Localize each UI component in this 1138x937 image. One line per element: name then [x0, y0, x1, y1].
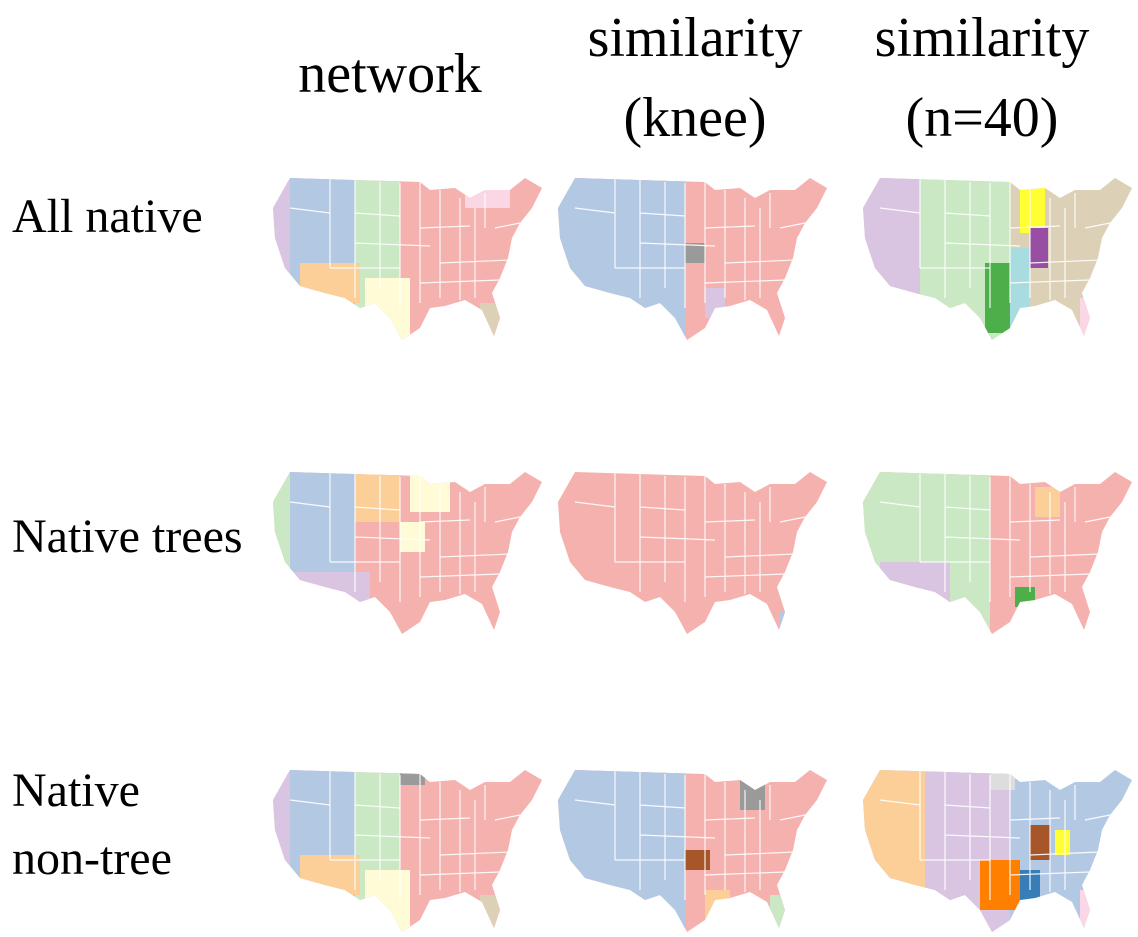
column-header: similarity: [588, 7, 803, 69]
map: [273, 472, 542, 634]
map: [273, 178, 542, 340]
column-header: network: [298, 43, 482, 105]
column-header: (n=40): [906, 87, 1059, 149]
map: [558, 770, 827, 932]
row-label: Native: [12, 764, 140, 817]
map: [863, 178, 1132, 340]
map: [863, 472, 1132, 634]
column-header: (knee): [623, 87, 766, 149]
row-label: non-tree: [12, 832, 172, 885]
row-label: All native: [12, 190, 203, 243]
column-header: similarity: [875, 7, 1090, 69]
row-label: Native trees: [12, 510, 243, 563]
map: [558, 178, 827, 340]
map: [558, 472, 827, 634]
map: [863, 770, 1132, 932]
map: [273, 770, 542, 932]
